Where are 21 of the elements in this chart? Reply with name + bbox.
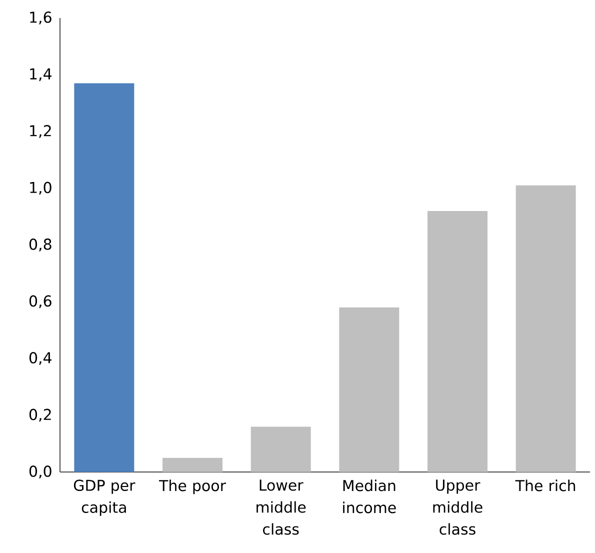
- y-tick-label: 0,0: [29, 466, 52, 478]
- y-tick-label: 1,6: [30, 12, 52, 24]
- x-tick-label: The poor: [158, 480, 226, 494]
- x-tick-label: Upper middle class: [433, 480, 482, 535]
- bar: [339, 307, 400, 472]
- y-tick-label: 0,4: [29, 352, 52, 365]
- bar: [250, 426, 311, 472]
- bar: [428, 210, 488, 472]
- x-tick-label: Lower middle class: [256, 480, 306, 535]
- y-tick-label: 0,6: [29, 295, 52, 308]
- x-tick-label: The rich: [515, 480, 576, 492]
- bar: [516, 185, 576, 472]
- bar: [74, 83, 134, 472]
- y-tick-label: 0,8: [29, 238, 52, 252]
- x-tick-label: GDP per capita: [74, 480, 136, 516]
- y-tick-label: 0,2: [29, 408, 51, 422]
- x-tick-label: Median income: [343, 480, 396, 514]
- y-tick-label: 1,2: [30, 125, 51, 138]
- y-tick-label: 1,4: [30, 68, 52, 82]
- bar: [162, 458, 223, 472]
- y-tick-label: 1,0: [30, 182, 52, 195]
